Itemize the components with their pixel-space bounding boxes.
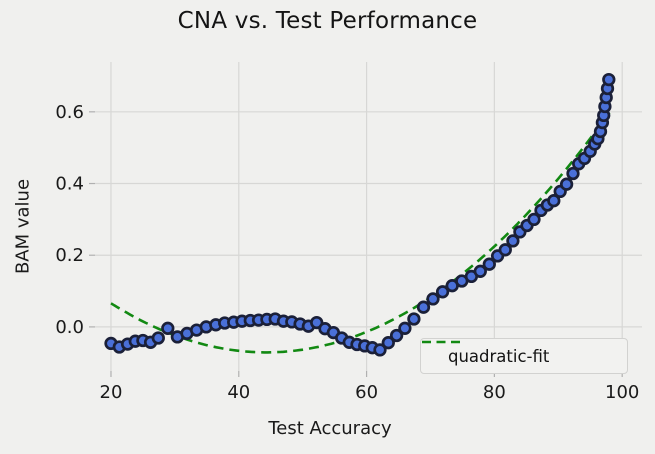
scatter-point (407, 312, 421, 326)
scatter-point (416, 300, 431, 314)
scatter-point (506, 234, 520, 248)
x-tick-label: 80 (483, 382, 506, 403)
scatter-point (602, 72, 616, 87)
x-tick-label: 100 (605, 382, 639, 403)
scatter-point (435, 285, 450, 299)
x-tick-label: 20 (100, 382, 123, 403)
scatter-point (389, 328, 404, 343)
scatter-point (426, 292, 440, 306)
scatter-point (547, 194, 561, 208)
y-axis-label: BAM value (12, 178, 34, 275)
scatter-point (566, 166, 580, 181)
y-tick-label: 0.6 (55, 102, 84, 123)
y-tick-label: 0.4 (55, 174, 84, 195)
x-axis-label: Test Accuracy (268, 418, 392, 439)
scatter-point (151, 331, 165, 345)
legend: quadratic-fit (420, 338, 628, 374)
scatter-point (473, 264, 487, 278)
chart-title: CNA vs. Test Performance (177, 8, 478, 34)
x-tick-label: 40 (227, 382, 250, 403)
scatter-point (498, 243, 512, 257)
scatter-point (161, 321, 175, 335)
legend-dash-icon (422, 340, 460, 344)
scatter-point (373, 343, 387, 357)
scatter-point (381, 336, 395, 350)
scatter-point (398, 321, 412, 335)
x-tick-label: 60 (355, 382, 378, 403)
y-tick-label: 0.0 (55, 317, 84, 338)
scatter-point (527, 212, 541, 227)
quadratic-fit-line (110, 111, 611, 354)
legend-label: quadratic-fit (448, 346, 550, 366)
y-tick-label: 0.2 (55, 245, 84, 266)
scatter-point (482, 257, 496, 271)
scatter-point (559, 177, 574, 191)
